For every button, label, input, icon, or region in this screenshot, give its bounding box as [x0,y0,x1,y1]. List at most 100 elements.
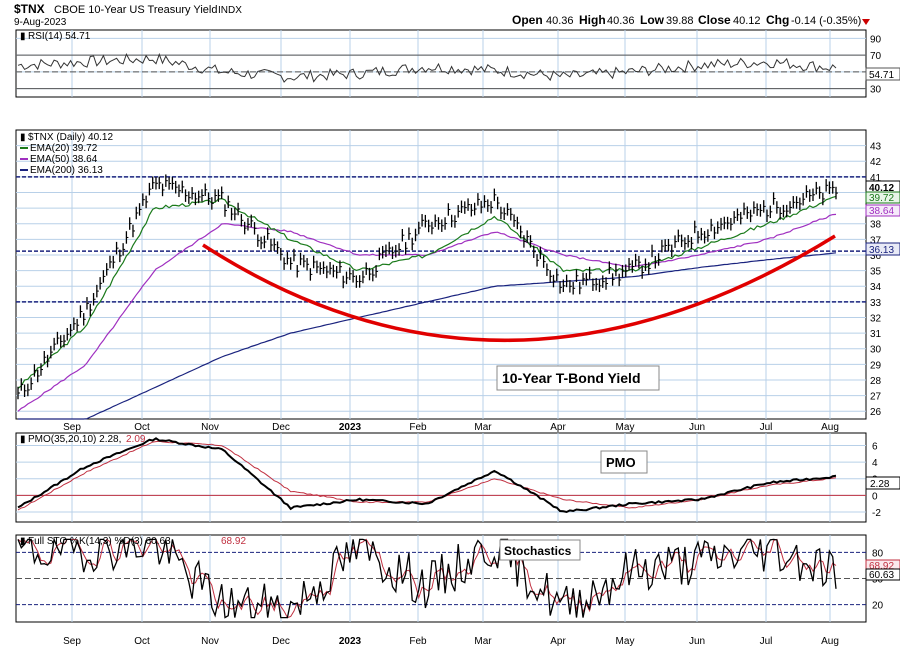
ema200-line [18,252,837,420]
pmo-badge: 2.28 [870,479,890,490]
sto-signal-label: 68.92 [221,536,246,547]
price-panel [15,129,867,420]
high-label: High [579,13,606,27]
price-tick-30: 30 [870,345,882,356]
high-value: 40.36 [607,15,635,27]
price-tick-28: 28 [870,376,882,387]
rsi-line [17,52,837,83]
close-value: 40.12 [733,15,761,27]
series-lines [17,52,837,619]
x-label-sto-Jul: Jul [760,636,773,647]
sto-d-badge: 68.92 [869,561,894,572]
x-label-price-Aug: Aug [821,422,839,433]
pmo-panel [15,432,867,523]
pmo-tick--2: -2 [872,508,881,519]
x-label-price-Jun: Jun [689,422,705,433]
horizontal-levels [16,54,866,606]
x-label-price-Apr: Apr [550,422,566,433]
price-tick-27: 27 [870,392,882,403]
x-label-sto-Oct: Oct [134,636,150,647]
chart-date: 9-Aug-2023 [14,17,67,28]
x-label-sto-Sep: Sep [63,636,81,647]
pmo-tick-4: 4 [872,458,878,469]
exchange-label: INDX [218,5,242,16]
sto-icon: ▮ [20,536,26,547]
security-name: CBOE 10-Year US Treasury Yield [54,4,217,16]
sto-label: Full STO %K(14,3) %D(3) 60.63, [28,536,173,547]
value-badges: 54.71 40.12 39.72 38.64 36.13 2.28 68.92… [865,67,900,581]
sto-k-line [17,536,837,619]
symbol-label: $TNX [14,2,45,16]
price-bars-icon: ▮ [20,132,26,143]
sto-legend: ▮ Full STO %K(14,3) %D(3) 60.63, 68.92 S… [20,536,581,561]
rounded-bottom-curve [202,234,836,343]
x-label-price-2023: 2023 [339,422,362,433]
ema50-legend: EMA(50) 38.64 [30,154,98,165]
ema200-legend: EMA(200) 36.13 [30,165,103,176]
rounded-bottom-arc [202,234,836,343]
price-tick-43: 43 [870,142,882,153]
price-tick-32: 32 [870,313,882,324]
axis-labels: 9070503043424140393837363534333231302928… [63,34,883,647]
low-value: 39.88 [666,15,694,27]
close-label: Close [698,13,731,27]
x-label-sto-Dec: Dec [272,636,290,647]
price-label: $TNX (Daily) 40.12 [28,132,113,143]
rsi-badge: 54.71 [869,70,894,81]
ema20-badge: 39.72 [869,193,894,204]
ema20-legend: EMA(20) 39.72 [30,143,98,154]
x-label-price-Dec: Dec [272,422,290,433]
pmo-tick-0: 0 [872,491,878,502]
pmo-line [17,437,837,514]
rsi-icon: ▮ [20,31,26,42]
sto-tick-20: 20 [872,601,884,612]
price-tick-29: 29 [870,360,882,371]
x-label-price-Nov: Nov [201,422,219,433]
pmo-annotation: PMO [606,455,636,470]
low-label: Low [640,13,665,27]
x-label-sto-Nov: Nov [201,636,219,647]
ema200-badge: 36.13 [869,245,894,256]
ema50-badge: 38.64 [869,206,894,217]
pmo-label: PMO(35,20,10) 2.28, [28,434,121,445]
price-bars [17,174,838,400]
x-label-price-Jul: Jul [760,422,773,433]
price-tick-38: 38 [870,220,882,231]
price-tick-36: 36 [870,251,882,262]
x-label-sto-Mar: Mar [474,636,492,647]
x-label-sto-Feb: Feb [409,636,427,647]
rsi-legend: ▮ RSI(14) 54.71 [20,31,91,42]
chg-value: -0.14 (-0.35%) [791,15,861,27]
open-value: 40.36 [546,15,574,27]
pmo-legend: ▮ PMO(35,20,10) 2.28, 2.09 PMO [20,434,648,474]
rsi-tick-30: 30 [870,85,882,96]
rsi-label: RSI(14) 54.71 [28,31,91,42]
rsi-panel [15,29,867,98]
rsi-tick-90: 90 [870,34,882,45]
close-badge: 40.12 [869,183,894,194]
price-tick-34: 34 [870,282,882,293]
x-label-sto-May: May [616,636,635,647]
open-label: Open [512,13,543,27]
sto-annotation: Stochastics [504,544,572,558]
sto-k-badge: 60.63 [869,570,894,581]
rsi-tick-70: 70 [870,51,882,62]
pmo-tick-6: 6 [872,441,878,452]
price-legend: ▮ $TNX (Daily) 40.12 EMA(20) 39.72 EMA(5… [20,132,113,176]
x-label-sto-Jun: Jun [689,636,705,647]
chg-label: Chg [766,13,789,27]
price-tick-33: 33 [870,298,882,309]
x-label-price-Mar: Mar [474,422,492,433]
chart-header: $TNX CBOE 10-Year US Treasury Yield INDX… [14,2,870,28]
x-label-price-Feb: Feb [409,422,427,433]
pmo-icon: ▮ [20,434,26,445]
x-label-price-Sep: Sep [63,422,81,433]
price-tick-42: 42 [870,157,882,168]
ema20-line [17,195,837,389]
price-tick-37: 37 [870,235,882,246]
x-label-price-May: May [616,422,635,433]
price-annotation: 10-Year T-Bond Yield [496,365,660,391]
x-label-sto-2023: 2023 [339,636,362,647]
pmo-signal-label: 2.09 [126,434,146,445]
